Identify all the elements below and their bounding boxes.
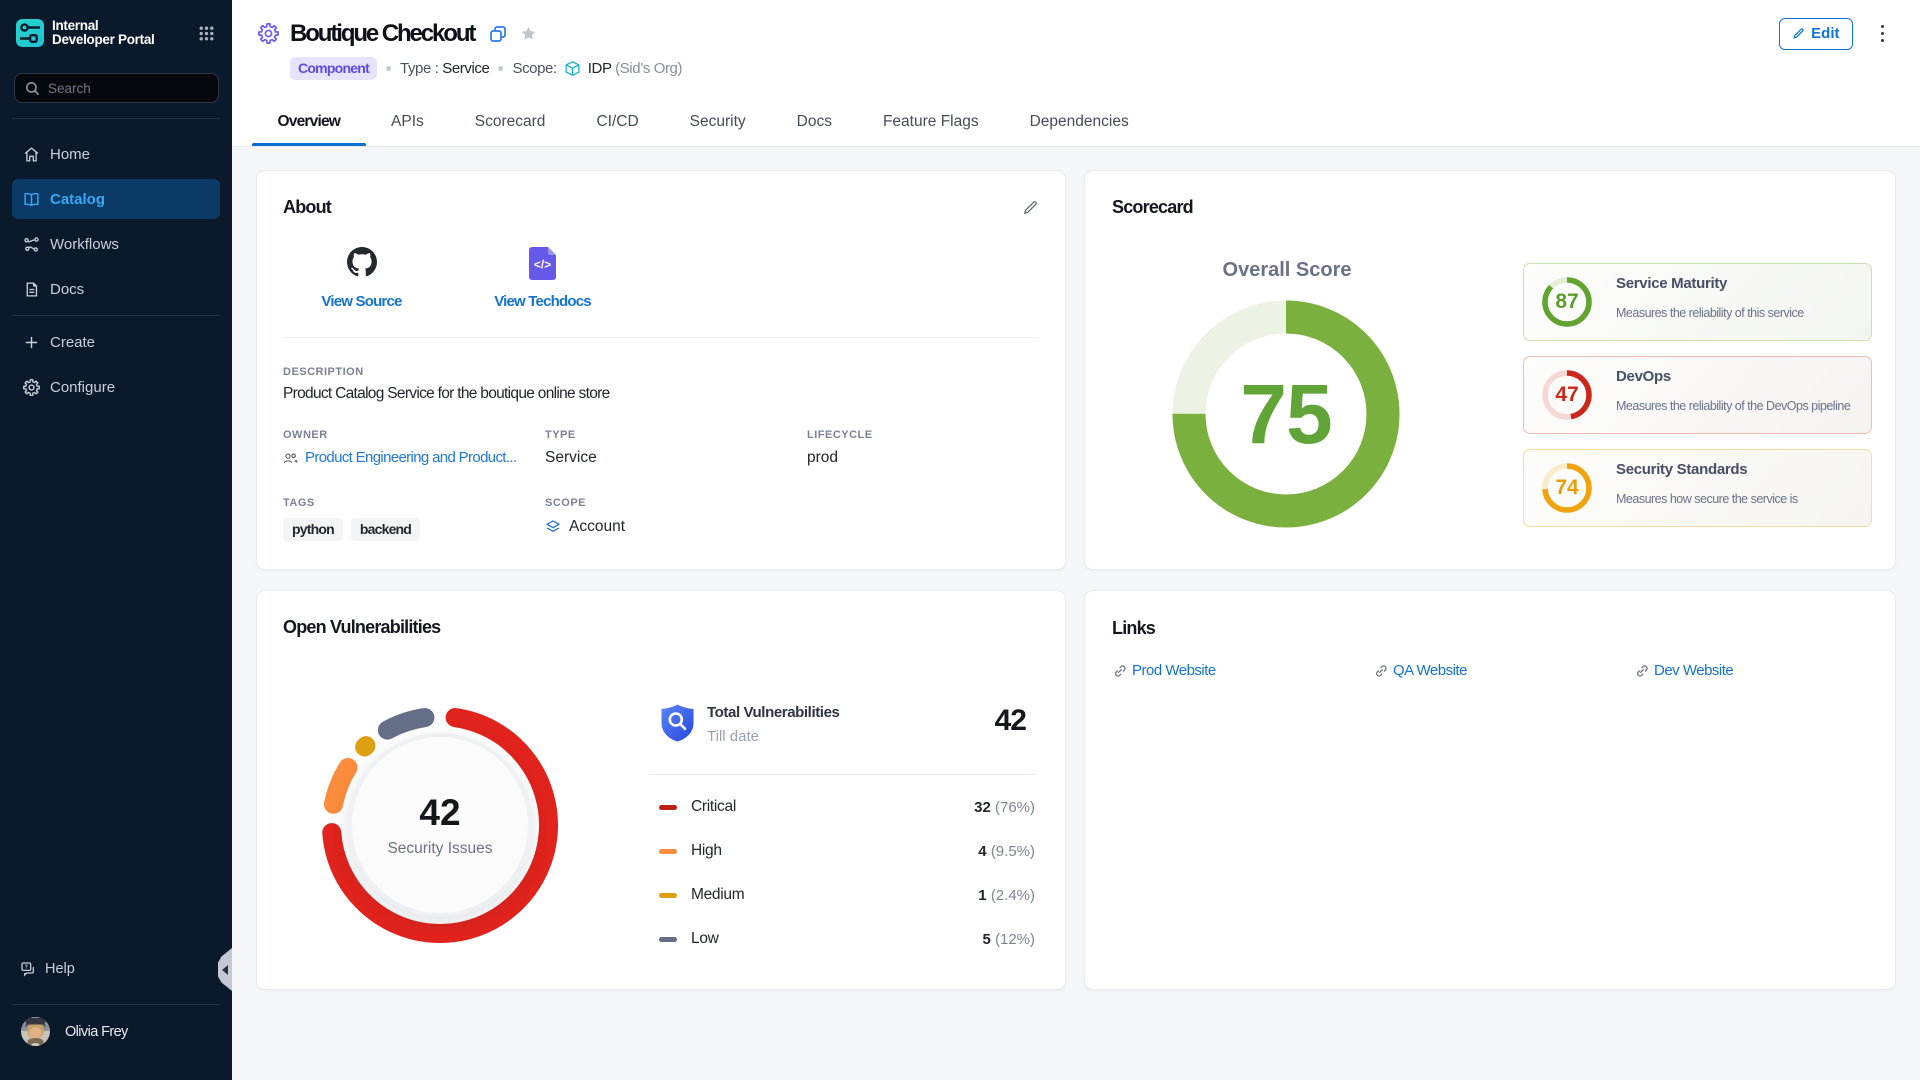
svg-text:</>: </> — [534, 258, 551, 272]
svg-text:?: ? — [25, 965, 28, 971]
